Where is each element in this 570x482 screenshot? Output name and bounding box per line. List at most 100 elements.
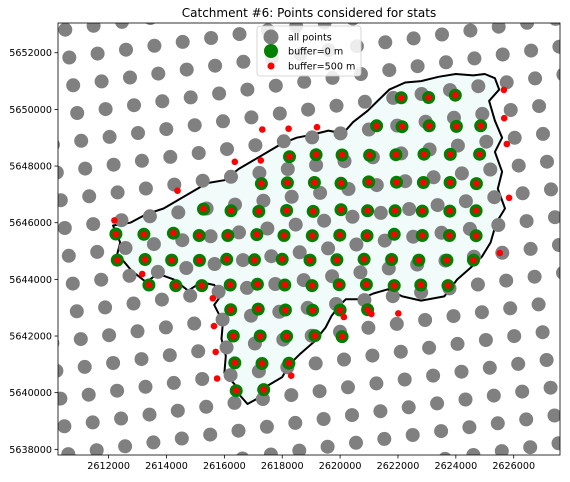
all-points-point <box>467 51 482 66</box>
all-points-point <box>90 244 105 259</box>
all-points-point <box>458 392 473 407</box>
all-points-point <box>507 130 522 145</box>
all-points-point <box>272 106 287 121</box>
all-points-point <box>159 122 174 137</box>
buffer-500-point <box>256 332 264 340</box>
all-points-point <box>401 400 416 415</box>
all-points-point <box>58 221 72 235</box>
buffer-500-point <box>388 256 395 263</box>
all-points-point <box>520 23 535 30</box>
legend-box <box>256 25 362 77</box>
buffer-500-point <box>446 232 453 239</box>
buffer-500-point <box>366 152 373 159</box>
buffer-500-point <box>443 256 451 264</box>
buffer-500-point <box>255 208 263 215</box>
buffer-500-point <box>452 91 459 99</box>
buffer-500-point <box>446 179 454 186</box>
all-points-point <box>146 237 161 252</box>
all-points-point <box>532 99 547 114</box>
all-points-point <box>58 419 72 434</box>
all-points-point <box>142 407 157 422</box>
buffer-500-point <box>472 207 480 215</box>
legend-label-all-points: all points <box>288 33 332 44</box>
buffer-500-point <box>231 158 239 166</box>
y-tick-label: 5648000 <box>9 162 52 173</box>
all-points-point <box>305 130 320 145</box>
all-points-point <box>378 35 393 50</box>
all-points-point <box>199 399 214 414</box>
all-points-point <box>475 106 490 121</box>
all-points-point <box>377 431 392 446</box>
y-tick-label: 5640000 <box>9 388 52 399</box>
all-points-point <box>345 209 360 224</box>
all-points-point <box>422 340 437 355</box>
buffer-500-point <box>283 207 290 214</box>
all-points-point <box>236 253 250 268</box>
all-points-point <box>154 292 169 307</box>
buffer-500-point <box>335 281 343 289</box>
buffer-500-point <box>338 333 346 340</box>
buffer-500-point <box>337 180 345 187</box>
plot-frame <box>57 22 561 456</box>
all-points-point <box>90 46 105 61</box>
all-points-point <box>454 364 469 379</box>
buffer-500-point <box>227 306 234 314</box>
all-points-point <box>547 408 560 423</box>
buffer-500-point <box>306 256 314 264</box>
buffer-500-point <box>417 281 425 289</box>
all-points-point <box>256 193 271 208</box>
buffer-500-point <box>419 207 426 215</box>
buffer-500-point <box>278 255 286 263</box>
all-points-point <box>426 368 441 383</box>
all-points-point <box>349 237 364 252</box>
buffer-500-point <box>138 270 146 278</box>
x-tick-label: 2616000 <box>203 461 246 472</box>
all-points-point <box>58 23 73 37</box>
all-points-point <box>519 412 534 427</box>
all-points-point <box>462 420 477 435</box>
all-points-point <box>58 139 60 150</box>
all-points-point <box>268 78 283 93</box>
all-points-point <box>393 344 408 359</box>
buffer-500-point <box>260 386 268 393</box>
all-points-point <box>134 153 149 168</box>
all-points-point <box>78 161 93 176</box>
legend-label-buffer-0: buffer=0 m <box>288 47 343 58</box>
all-points-point <box>556 266 560 280</box>
buffer-500-point <box>415 256 423 264</box>
all-points-point <box>523 241 538 256</box>
buffer-500-point <box>360 255 368 263</box>
all-points-point <box>252 165 267 180</box>
buffer-500-point <box>476 150 483 158</box>
all-points-point <box>232 27 247 42</box>
all-points-point <box>317 213 332 228</box>
all-points-point <box>179 62 194 77</box>
all-points-point <box>486 388 501 403</box>
all-points-point <box>151 66 166 81</box>
all-points-point <box>353 265 368 280</box>
x-tick-label: 2620000 <box>319 461 362 472</box>
all-points-point <box>470 277 485 292</box>
legend-marker-buffer-500 <box>267 62 275 70</box>
buffer-500-point <box>419 232 426 239</box>
all-points-point <box>292 443 307 455</box>
buffer-500-point <box>251 256 258 264</box>
all-points-point <box>548 210 560 225</box>
all-points-point <box>208 58 223 73</box>
buffer-500-point <box>311 179 318 186</box>
buffer-500-point <box>365 178 373 186</box>
all-points-point <box>551 436 560 451</box>
buffer-500-point <box>227 207 235 215</box>
all-points-point <box>430 396 445 411</box>
all-points-point <box>297 74 312 89</box>
all-points-point <box>373 205 388 220</box>
all-points-point <box>58 165 64 180</box>
buffer-500-point <box>477 122 485 130</box>
all-points-point <box>499 75 514 90</box>
all-points-point <box>490 416 505 431</box>
all-points-point <box>507 329 522 344</box>
all-points-point <box>361 320 376 335</box>
all-points-point <box>463 23 478 38</box>
all-points-point <box>259 419 274 434</box>
all-points-point <box>195 372 210 386</box>
